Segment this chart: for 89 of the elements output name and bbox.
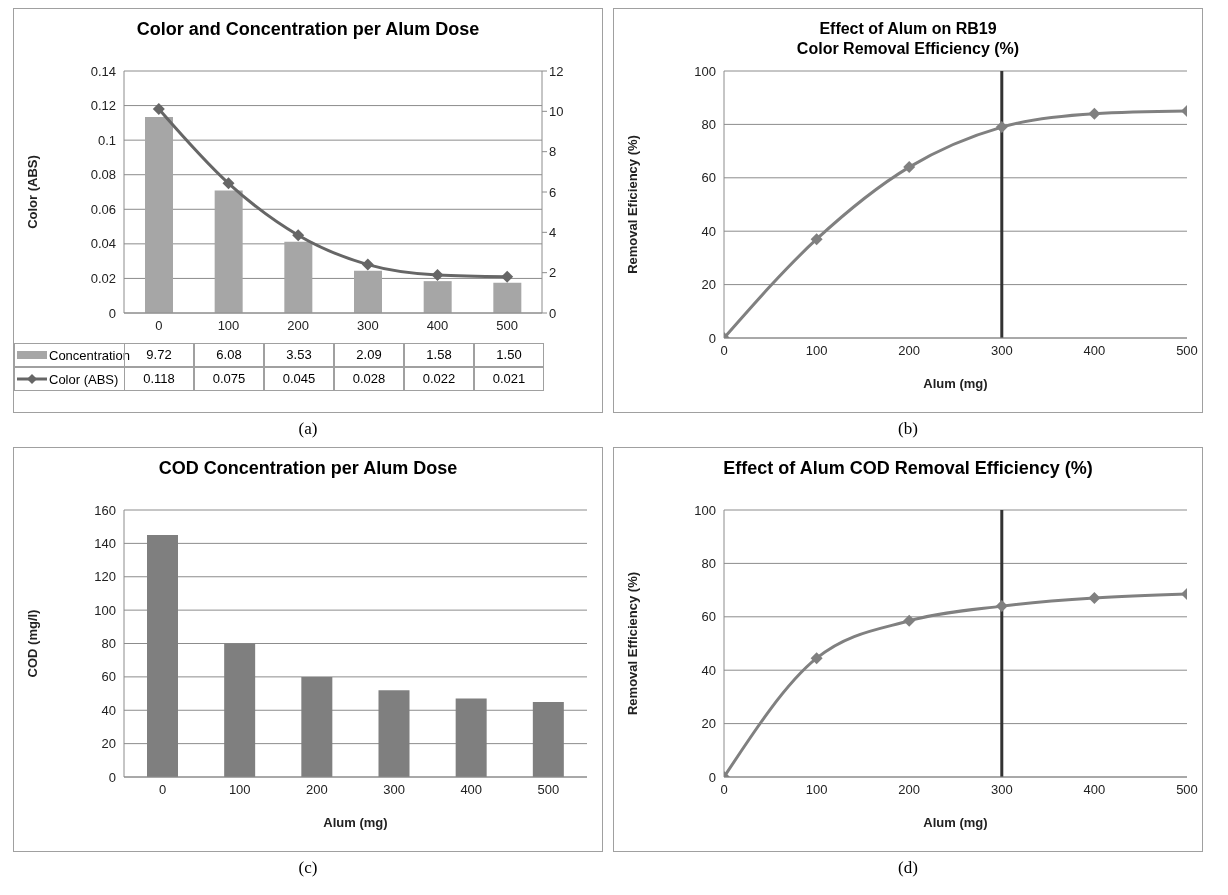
chart-title: Effect of Alum on RB19 Color Removal Efficiency (%) <box>795 19 1021 59</box>
data-label: 3.53 <box>264 343 334 367</box>
y-tick-label: 100 <box>694 502 716 518</box>
x-tick-label: 500 <box>1176 343 1198 359</box>
y-tick-label: 0.02 <box>90 271 116 287</box>
y-tick-label: 0 <box>108 305 116 321</box>
x-tick-label: 100 <box>805 782 828 798</box>
y-tick-label: 40 <box>101 702 116 718</box>
x-axis-title: Alum (mg) <box>923 376 988 391</box>
y-tick-label: 40 <box>701 662 716 678</box>
y2-tick-label: 6 <box>549 184 557 200</box>
y-tick-label: 0.1 <box>97 132 116 148</box>
x-tick-label: 300 <box>990 782 1013 798</box>
y-tick-label: 0 <box>708 330 716 346</box>
x-tick-label: 200 <box>898 782 921 798</box>
x-tick-label: 300 <box>383 782 405 798</box>
y-tick-label: 0.14 <box>90 63 116 79</box>
y2-tick-label: 0 <box>549 305 557 321</box>
y-tick-label: 0.04 <box>90 236 116 252</box>
y-tick-label: 0.08 <box>90 167 116 183</box>
data-label: 1.58 <box>404 343 474 367</box>
y-axis-title: Color (ABS) <box>24 155 40 229</box>
legend-label: Concentration <box>49 347 130 363</box>
x-tick-label: 0 <box>720 343 728 359</box>
x-tick-label: 0 <box>720 782 728 798</box>
x-tick-label: 100 <box>217 318 240 334</box>
chart-title: Effect of Alum COD Removal Efficiency (%) <box>722 458 1094 478</box>
y-tick-label: 40 <box>701 223 716 239</box>
y-tick-label: 20 <box>101 736 116 752</box>
y-tick-label: 0 <box>708 769 716 785</box>
text: (d) <box>898 858 918 878</box>
x-tick-label: 200 <box>898 343 921 359</box>
y2-tick-label: 4 <box>549 224 557 240</box>
y-axis-title: Removal Eficiency (%) <box>624 135 640 274</box>
x-tick-label: 300 <box>990 343 1013 359</box>
y2-tick-label: 12 <box>549 63 564 79</box>
text: (c) <box>298 858 318 878</box>
y-tick-label: 120 <box>94 569 116 585</box>
data-label: 0.075 <box>194 367 264 391</box>
chart-title: COD Concentration per Alum Dose <box>157 458 459 478</box>
y-tick-label: 0 <box>108 769 116 785</box>
y2-tick-label: 10 <box>549 103 564 119</box>
data-label: 0.021 <box>474 367 544 391</box>
x-tick-label: 500 <box>1176 782 1198 798</box>
x-tick-label: 400 <box>460 782 483 798</box>
x-tick-label: 100 <box>805 343 828 359</box>
data-label: 0.118 <box>124 367 194 391</box>
data-label: 0.045 <box>264 367 334 391</box>
chart-title: Color and Concentration per Alum Dose <box>135 19 481 39</box>
y-tick-label: 80 <box>701 556 716 572</box>
text: (a) <box>298 419 318 439</box>
text: (b) <box>898 419 918 439</box>
x-tick-label: 0 <box>155 318 163 334</box>
data-label: 9.72 <box>146 347 172 362</box>
y2-tick-label: 2 <box>549 265 557 281</box>
x-tick-label: 400 <box>1083 782 1106 798</box>
x-axis-title: Alum (mg) <box>923 815 988 830</box>
x-axis-title: Alum (mg) <box>323 815 388 830</box>
y-tick-label: 100 <box>94 602 116 618</box>
y-tick-label: 60 <box>101 669 116 685</box>
y-axis-title: COD (mg/l) <box>24 609 40 678</box>
y-tick-label: 0.06 <box>90 201 116 217</box>
data-label: 0.022 <box>404 367 474 391</box>
x-tick-label: 200 <box>287 318 310 334</box>
x-tick-label: 0 <box>158 782 167 798</box>
x-tick-label: 100 <box>228 782 251 798</box>
data-label: 2.09 <box>334 343 404 367</box>
y-tick-label: 160 <box>94 502 116 518</box>
x-tick-label: 200 <box>306 782 328 798</box>
y-tick-label: 100 <box>694 63 716 79</box>
x-tick-label: 500 <box>496 318 519 334</box>
x-tick-label: 500 <box>537 782 560 798</box>
x-tick-label: 400 <box>1083 343 1106 359</box>
data-label: 1.50 <box>474 343 544 367</box>
y-tick-label: 80 <box>701 117 716 133</box>
y-axis-title: Removal Efficiency (%) <box>624 571 640 716</box>
y-tick-label: 80 <box>101 636 116 652</box>
y-tick-label: 60 <box>701 609 716 625</box>
data-label: 6.08 <box>194 343 264 367</box>
legend-label: Color (ABS) <box>49 371 119 387</box>
x-tick-label: 400 <box>426 318 449 334</box>
y-tick-label: 20 <box>701 277 716 293</box>
y-tick-label: 140 <box>94 535 116 551</box>
y-tick-label: 60 <box>701 170 716 186</box>
data-label: 0.028 <box>334 367 404 391</box>
y2-tick-label: 8 <box>549 144 557 160</box>
y-tick-label: 0.12 <box>90 98 116 114</box>
y-tick-label: 20 <box>701 716 716 732</box>
x-tick-label: 300 <box>356 318 379 334</box>
